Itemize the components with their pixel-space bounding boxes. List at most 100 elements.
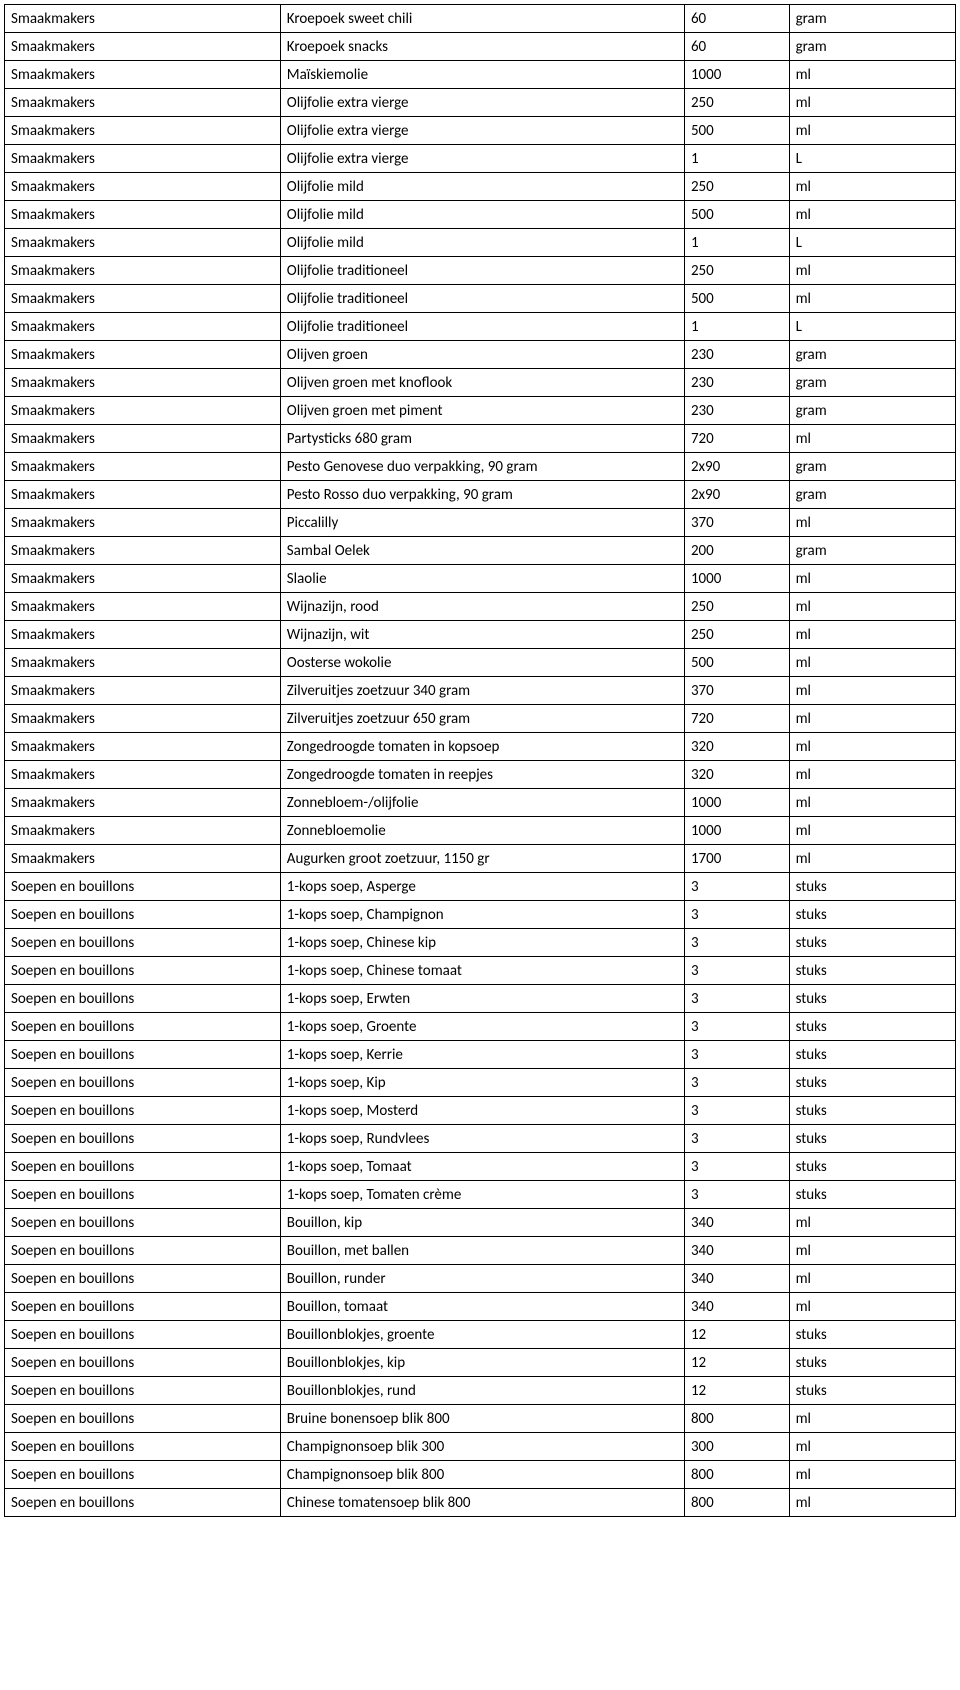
table-cell: Soepen en bouillons bbox=[5, 1489, 281, 1517]
product-table: SmaakmakersKroepoek sweet chili60gramSma… bbox=[4, 4, 956, 1517]
table-cell: ml bbox=[789, 425, 955, 453]
table-cell: 320 bbox=[684, 761, 789, 789]
table-row: SmaakmakersPartysticks 680 gram720ml bbox=[5, 425, 956, 453]
table-cell: gram bbox=[789, 537, 955, 565]
table-cell: stuks bbox=[789, 901, 955, 929]
table-row: SmaakmakersOlijfolie traditioneel1L bbox=[5, 313, 956, 341]
table-cell: ml bbox=[789, 1433, 955, 1461]
table-cell: 1 bbox=[684, 145, 789, 173]
table-cell: Olijfolie extra vierge bbox=[280, 145, 684, 173]
table-cell: Maïskiemolie bbox=[280, 61, 684, 89]
table-cell: Olijfolie traditioneel bbox=[280, 313, 684, 341]
table-cell: 3 bbox=[684, 1125, 789, 1153]
table-cell: Soepen en bouillons bbox=[5, 985, 281, 1013]
table-row: SmaakmakersOlijfolie extra vierge500ml bbox=[5, 117, 956, 145]
table-row: Soepen en bouillons1-kops soep, Tomaat3s… bbox=[5, 1153, 956, 1181]
table-cell: Soepen en bouillons bbox=[5, 1237, 281, 1265]
table-cell: 12 bbox=[684, 1349, 789, 1377]
table-row: SmaakmakersPesto Rosso duo verpakking, 9… bbox=[5, 481, 956, 509]
table-cell: Soepen en bouillons bbox=[5, 1349, 281, 1377]
table-cell: 3 bbox=[684, 901, 789, 929]
table-cell: stuks bbox=[789, 1349, 955, 1377]
table-row: SmaakmakersZilveruitjes zoetzuur 650 gra… bbox=[5, 705, 956, 733]
table-cell: Soepen en bouillons bbox=[5, 1293, 281, 1321]
table-cell: 340 bbox=[684, 1209, 789, 1237]
table-cell: Champignonsoep blik 800 bbox=[280, 1461, 684, 1489]
table-cell: Olijfolie extra vierge bbox=[280, 89, 684, 117]
table-row: SmaakmakersOlijfolie mild1L bbox=[5, 229, 956, 257]
table-cell: Smaakmakers bbox=[5, 649, 281, 677]
table-row: SmaakmakersKroepoek snacks60gram bbox=[5, 33, 956, 61]
table-cell: gram bbox=[789, 453, 955, 481]
table-cell: ml bbox=[789, 1405, 955, 1433]
table-cell: Zilveruitjes zoetzuur 340 gram bbox=[280, 677, 684, 705]
table-cell: Smaakmakers bbox=[5, 509, 281, 537]
table-cell: ml bbox=[789, 89, 955, 117]
table-cell: 1-kops soep, Rundvlees bbox=[280, 1125, 684, 1153]
table-cell: 2x90 bbox=[684, 453, 789, 481]
table-row: SmaakmakersAugurken groot zoetzuur, 1150… bbox=[5, 845, 956, 873]
table-row: Soepen en bouillonsBruine bonensoep blik… bbox=[5, 1405, 956, 1433]
table-cell: ml bbox=[789, 1489, 955, 1517]
table-cell: Olijfolie mild bbox=[280, 229, 684, 257]
table-cell: 320 bbox=[684, 733, 789, 761]
table-cell: ml bbox=[789, 565, 955, 593]
table-cell: gram bbox=[789, 5, 955, 33]
table-row: Soepen en bouillons1-kops soep, Chinese … bbox=[5, 957, 956, 985]
table-cell: ml bbox=[789, 761, 955, 789]
table-cell: Champignonsoep blik 300 bbox=[280, 1433, 684, 1461]
table-cell: stuks bbox=[789, 1153, 955, 1181]
table-row: SmaakmakersZongedroogde tomaten in reepj… bbox=[5, 761, 956, 789]
table-cell: Soepen en bouillons bbox=[5, 1013, 281, 1041]
table-cell: gram bbox=[789, 481, 955, 509]
table-cell: 2x90 bbox=[684, 481, 789, 509]
table-cell: Oosterse wokolie bbox=[280, 649, 684, 677]
table-cell: 1700 bbox=[684, 845, 789, 873]
table-cell: Smaakmakers bbox=[5, 397, 281, 425]
table-cell: Wijnazijn, wit bbox=[280, 621, 684, 649]
table-cell: Smaakmakers bbox=[5, 593, 281, 621]
table-row: Soepen en bouillons1-kops soep, Tomaten … bbox=[5, 1181, 956, 1209]
table-cell: 230 bbox=[684, 341, 789, 369]
table-cell: 60 bbox=[684, 33, 789, 61]
table-cell: stuks bbox=[789, 929, 955, 957]
table-cell: Kroepoek snacks bbox=[280, 33, 684, 61]
table-cell: 3 bbox=[684, 985, 789, 1013]
table-cell: ml bbox=[789, 649, 955, 677]
table-cell: gram bbox=[789, 397, 955, 425]
table-cell: Olijfolie mild bbox=[280, 173, 684, 201]
table-cell: Zongedroogde tomaten in kopsoep bbox=[280, 733, 684, 761]
table-cell: ml bbox=[789, 1293, 955, 1321]
table-cell: Smaakmakers bbox=[5, 369, 281, 397]
table-row: Soepen en bouillonsBouillonblokjes, kip1… bbox=[5, 1349, 956, 1377]
table-cell: 500 bbox=[684, 201, 789, 229]
table-row: SmaakmakersSambal Oelek200gram bbox=[5, 537, 956, 565]
table-cell: Soepen en bouillons bbox=[5, 929, 281, 957]
table-cell: Olijfolie traditioneel bbox=[280, 285, 684, 313]
table-cell: Olijfolie mild bbox=[280, 201, 684, 229]
table-cell: Partysticks 680 gram bbox=[280, 425, 684, 453]
table-row: Soepen en bouillons1-kops soep, Groente3… bbox=[5, 1013, 956, 1041]
table-cell: ml bbox=[789, 61, 955, 89]
table-cell: ml bbox=[789, 789, 955, 817]
table-cell: 370 bbox=[684, 677, 789, 705]
table-cell: 300 bbox=[684, 1433, 789, 1461]
table-cell: 1-kops soep, Tomaten crème bbox=[280, 1181, 684, 1209]
table-row: Soepen en bouillonsBouillon, tomaat340ml bbox=[5, 1293, 956, 1321]
table-cell: Smaakmakers bbox=[5, 565, 281, 593]
table-row: SmaakmakersWijnazijn, wit250ml bbox=[5, 621, 956, 649]
table-cell: 3 bbox=[684, 929, 789, 957]
table-cell: Pesto Rosso duo verpakking, 90 gram bbox=[280, 481, 684, 509]
table-cell: Smaakmakers bbox=[5, 257, 281, 285]
table-row: SmaakmakersOlijfolie mild250ml bbox=[5, 173, 956, 201]
table-row: Soepen en bouillons1-kops soep, Asperge3… bbox=[5, 873, 956, 901]
table-cell: Bouillon, kip bbox=[280, 1209, 684, 1237]
table-cell: Smaakmakers bbox=[5, 621, 281, 649]
table-cell: Smaakmakers bbox=[5, 145, 281, 173]
table-cell: Zilveruitjes zoetzuur 650 gram bbox=[280, 705, 684, 733]
table-cell: 500 bbox=[684, 117, 789, 145]
table-cell: Zonnebloemolie bbox=[280, 817, 684, 845]
table-cell: Olijven groen met knoflook bbox=[280, 369, 684, 397]
table-cell: Smaakmakers bbox=[5, 845, 281, 873]
table-row: SmaakmakersOlijven groen met knoflook230… bbox=[5, 369, 956, 397]
